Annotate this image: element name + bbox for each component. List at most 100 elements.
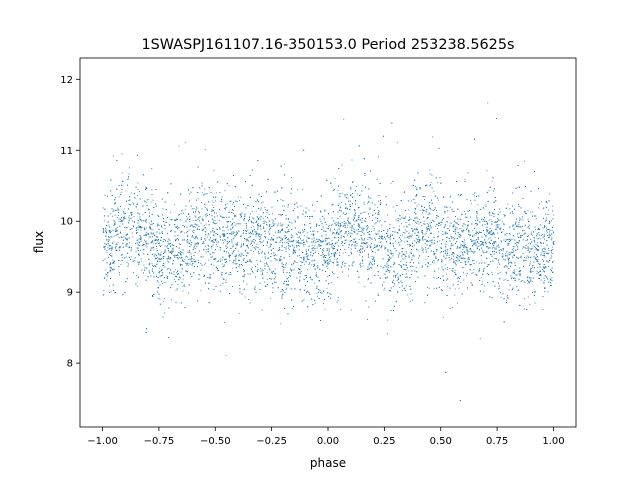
data-point [224, 190, 226, 192]
data-point [428, 287, 430, 289]
data-point [337, 296, 339, 298]
data-point [139, 249, 141, 251]
data-point [509, 262, 511, 263]
data-point [136, 202, 138, 204]
data-point [437, 228, 438, 229]
data-point [122, 254, 123, 255]
data-point [198, 217, 200, 218]
data-point [503, 214, 505, 215]
data-point [137, 229, 139, 231]
data-point [213, 242, 215, 243]
data-point [251, 211, 253, 213]
data-point [512, 249, 513, 251]
data-point [192, 261, 194, 263]
data-point [507, 253, 509, 255]
data-point [304, 216, 306, 218]
data-point [528, 243, 530, 244]
data-point [550, 279, 552, 281]
data-point [309, 217, 310, 219]
data-point [176, 272, 178, 274]
data-point [177, 258, 179, 260]
data-point [219, 235, 221, 237]
data-point [447, 252, 448, 254]
data-point [252, 272, 254, 274]
data-point [256, 216, 258, 217]
data-point [541, 201, 543, 203]
data-point [378, 209, 380, 211]
data-point [362, 231, 364, 233]
data-point [454, 288, 456, 290]
data-point [280, 323, 282, 325]
data-point [304, 244, 306, 245]
chart-title: 1SWASPJ161107.16-350153.0 Period 253238.… [142, 37, 515, 53]
data-point [111, 262, 113, 264]
data-point [514, 245, 516, 247]
data-point [497, 266, 499, 268]
data-point [541, 250, 543, 252]
data-point [503, 229, 504, 230]
data-point [421, 238, 423, 240]
data-point [182, 290, 184, 292]
data-point [395, 219, 397, 221]
data-point [146, 199, 148, 201]
data-point [140, 229, 142, 231]
data-point [161, 232, 163, 234]
data-point [447, 233, 448, 234]
data-point [262, 201, 264, 203]
data-point [308, 249, 309, 251]
data-point [411, 274, 412, 276]
data-point [481, 232, 482, 233]
data-point [144, 201, 146, 202]
data-point [336, 258, 338, 259]
data-point [223, 230, 225, 232]
data-point [504, 233, 506, 235]
data-point [336, 224, 338, 226]
data-point [118, 196, 120, 198]
data-point [232, 218, 233, 220]
data-point [482, 280, 484, 282]
data-point [347, 234, 349, 236]
data-point [302, 188, 304, 190]
data-point [109, 285, 110, 287]
data-point [512, 256, 513, 258]
data-point [406, 252, 407, 254]
data-point [143, 227, 145, 229]
data-point [137, 182, 139, 184]
data-point [258, 225, 259, 226]
data-point [349, 204, 351, 206]
data-point [230, 200, 232, 202]
data-point [134, 260, 136, 261]
data-point [110, 247, 112, 249]
data-point [133, 216, 135, 217]
data-point [234, 232, 236, 234]
data-point [189, 193, 191, 195]
data-point [291, 308, 293, 309]
data-point [142, 214, 144, 216]
data-point [238, 223, 240, 225]
data-point [229, 211, 230, 213]
data-point [310, 230, 311, 232]
data-point [545, 201, 547, 203]
data-point [200, 222, 202, 224]
data-point [299, 255, 301, 256]
data-point [128, 242, 130, 244]
data-point [235, 223, 237, 225]
data-point [252, 233, 254, 235]
data-point [284, 267, 286, 268]
data-point [221, 274, 223, 276]
data-point [128, 178, 129, 180]
data-point [387, 270, 389, 272]
data-point [538, 207, 539, 209]
data-point [433, 288, 435, 290]
data-point [284, 163, 286, 165]
data-point [277, 230, 279, 232]
data-point [487, 246, 489, 248]
data-point [519, 271, 521, 273]
data-point [449, 308, 451, 310]
data-point [176, 254, 178, 256]
data-point [425, 210, 427, 212]
data-point [549, 235, 551, 236]
data-point [362, 248, 363, 250]
data-point [487, 102, 489, 104]
